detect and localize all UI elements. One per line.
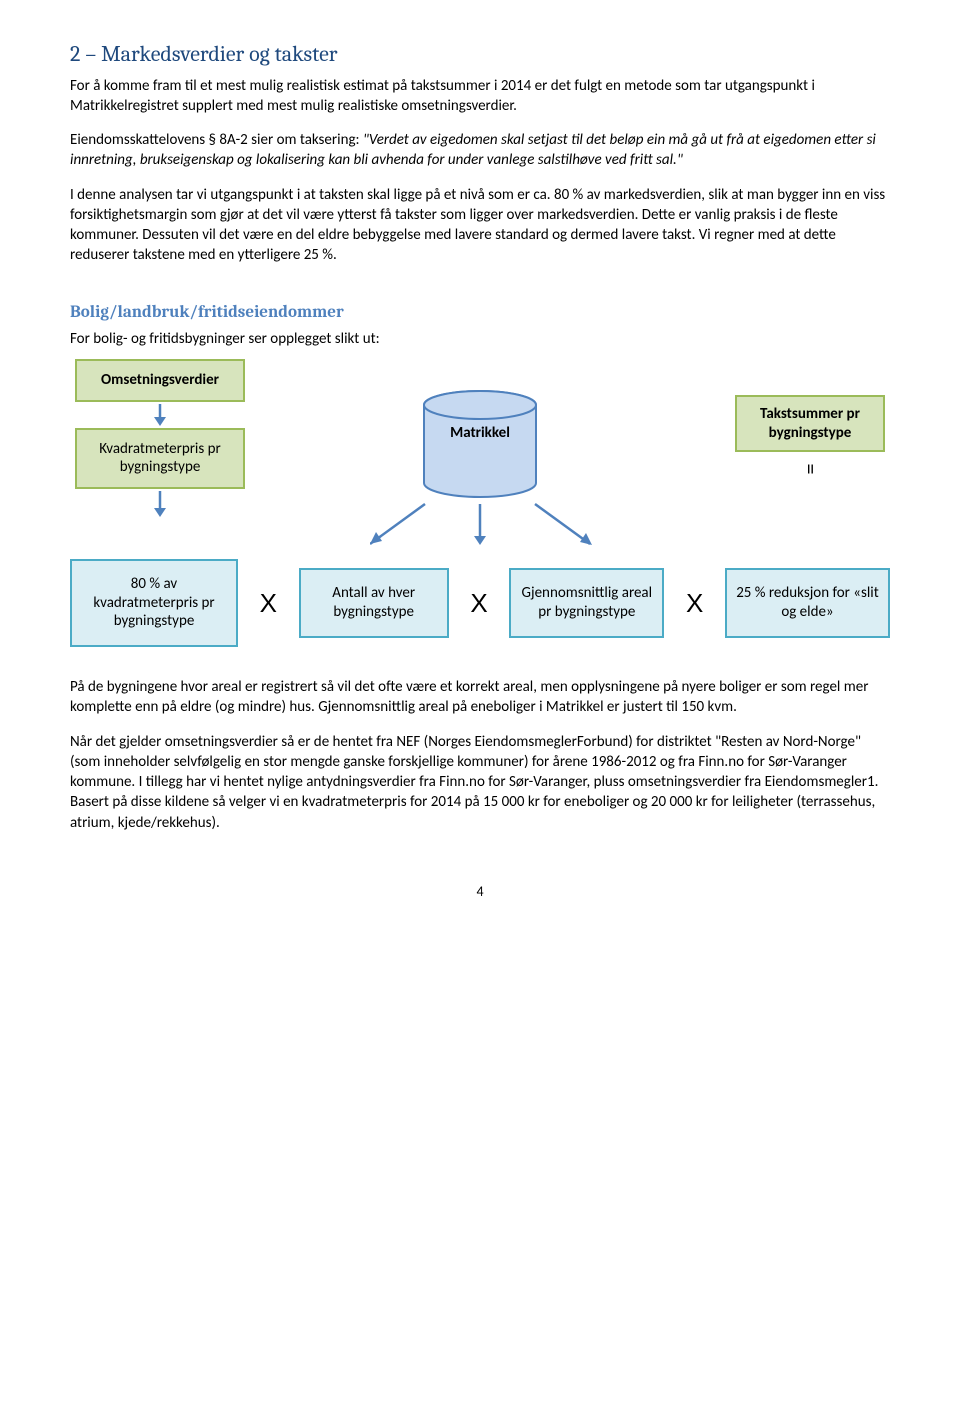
page-number: 4 — [70, 883, 890, 902]
multiply-symbol: X — [682, 590, 707, 616]
box-areal: Gjennomsnittlig areal pr bygningstype — [509, 568, 664, 638]
paragraph-intro: For å komme fram til et mest mulig reali… — [70, 76, 890, 117]
box-kvm-pris: Kvadratmeterpris pr bygningstype — [75, 428, 245, 490]
equals-symbol: = — [799, 464, 821, 475]
law-prefix: Eiendomsskattelovens § 8A-2 sier om taks… — [70, 131, 363, 149]
multiply-symbol: X — [466, 590, 491, 616]
cylinder-arrows — [370, 499, 630, 549]
matrikkel-label: Matrikkel — [420, 423, 540, 443]
paragraph-areal: På de bygningene hvor areal er registrer… — [70, 677, 890, 718]
multiply-symbol: X — [256, 590, 281, 616]
paragraph-analysis: I denne analysen tar vi utgangspunkt i a… — [70, 185, 890, 266]
box-80pct: 80 % av kvadratmeterpris pr bygningstype — [70, 559, 238, 647]
arrow-down-icon — [148, 489, 172, 519]
box-reduksjon: 25 % reduksjon for «slit og elde» — [725, 568, 890, 638]
matrikkel-cylinder: Matrikkel — [410, 389, 550, 505]
section-heading: 2 – Markedsverdier og takster — [70, 40, 890, 70]
flow-diagram: Omsetningsverdier Kvadratmeterpris pr by… — [70, 359, 890, 647]
arrow-down-icon — [148, 402, 172, 428]
subsection-heading: Bolig/landbruk/fritidseiendommer — [70, 302, 890, 325]
paragraph-law: Eiendomsskattelovens § 8A-2 sier om taks… — [70, 130, 890, 171]
paragraph-sources: Når det gjelder omsetningsverdier så er … — [70, 732, 890, 833]
paragraph-intro2: For bolig- og fritidsbygninger ser opple… — [70, 329, 890, 349]
box-antall: Antall av hver bygningstype — [299, 568, 449, 638]
box-omsetningsverdier: Omsetningsverdier — [75, 359, 245, 402]
box-takstsummer: Takstsummer pr bygningstype — [735, 395, 885, 453]
